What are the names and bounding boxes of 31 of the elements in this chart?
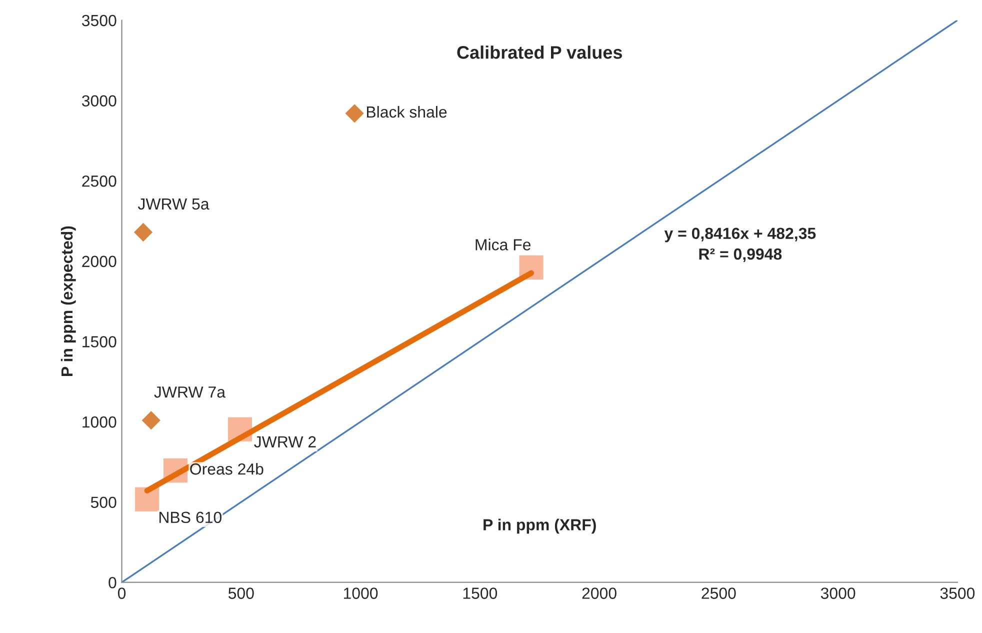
y-tick-label: 2500 xyxy=(82,175,116,187)
annotation: NBS 610 xyxy=(160,512,222,524)
annotation: JWRW 5a xyxy=(138,198,210,210)
y-axis-title: P in ppm (expected) xyxy=(60,226,76,376)
x-tick-label: 1500 xyxy=(463,588,498,599)
point xyxy=(135,487,160,512)
y-tick-label: 1000 xyxy=(82,416,116,428)
x-tick-label: 500 xyxy=(228,588,254,599)
point xyxy=(142,410,160,430)
annotation: Oreas 24b xyxy=(190,462,264,475)
x-tick-label: 2000 xyxy=(582,588,616,599)
point xyxy=(345,104,364,123)
y-tick-label: 3500 xyxy=(82,14,116,26)
y-tick-label: 3000 xyxy=(82,95,116,106)
annotation: JWRW 2 xyxy=(254,436,316,448)
x-axis-title: P in ppm (XRF) xyxy=(484,518,596,534)
x-tick-label: 0 xyxy=(118,588,126,599)
x-tick-label: 3500 xyxy=(940,588,975,599)
x-tick-label: 2500 xyxy=(702,588,736,599)
text: Calibrated P values xyxy=(457,46,622,59)
annotation: Mica Fe xyxy=(476,238,531,250)
y-tick-label: 1500 xyxy=(82,336,116,348)
point xyxy=(134,222,153,242)
annotation: Black shale xyxy=(366,106,447,118)
y-tick-label: 2000 xyxy=(82,256,116,268)
x-tick-label: 1000 xyxy=(344,588,378,599)
annotation: JWRW 7a xyxy=(154,386,226,398)
y-tick-label: 0 xyxy=(108,576,116,588)
y-tick-label: 500 xyxy=(90,496,116,508)
x-tick-label: 3000 xyxy=(820,588,856,599)
annotation: y = 0,8416x + 482,35 R² = 0,9948 xyxy=(664,228,816,262)
